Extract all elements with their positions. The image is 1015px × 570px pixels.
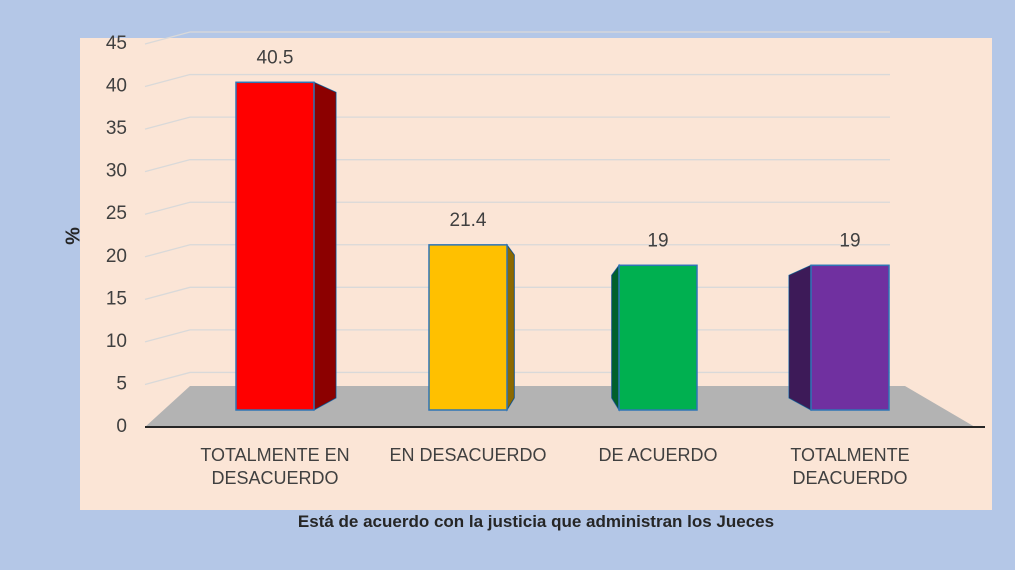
y-axis-label: % xyxy=(62,227,84,245)
y-tick-label: 20 xyxy=(106,246,127,267)
y-tick-label: 15 xyxy=(106,288,127,309)
y-tick-label: 0 xyxy=(116,416,127,437)
y-tick-label: 45 xyxy=(106,33,127,54)
value-label: 21.4 xyxy=(450,210,487,231)
y-tick-label: 25 xyxy=(106,203,127,224)
y-tick-label: 35 xyxy=(106,118,127,139)
grid-line xyxy=(144,73,890,88)
bar xyxy=(428,244,508,411)
grid-line xyxy=(144,201,890,215)
bar-side-shade xyxy=(611,265,619,410)
x-tick-label: TOTALMENTE EN DESACUERDO xyxy=(200,445,350,488)
bar-side-shade xyxy=(314,82,337,411)
value-label: 40.5 xyxy=(257,47,294,68)
y-tick-label: 5 xyxy=(116,373,127,394)
floor xyxy=(145,386,975,427)
bar-side-shade xyxy=(788,265,811,410)
bar xyxy=(235,81,315,411)
x-axis-label: Está de acuerdo con la justicia que admi… xyxy=(297,512,775,531)
value-label: 19 xyxy=(839,230,860,251)
bar-side-shade xyxy=(507,244,515,410)
bar xyxy=(810,264,890,411)
x-tick-label: EN DESACUERDO xyxy=(389,445,547,465)
grid-line xyxy=(144,244,890,258)
value-label: 19 xyxy=(647,230,668,251)
x-tick-label: TOTALMENTE DEACUERDO xyxy=(790,445,910,488)
grid-line xyxy=(144,159,890,173)
y-tick-label: 10 xyxy=(106,331,127,352)
y-tick-label: 40 xyxy=(106,76,127,97)
x-tick-label: DE ACUERDO xyxy=(598,445,718,465)
grid-line xyxy=(144,31,890,45)
grid-line xyxy=(144,116,890,130)
y-tick-label: 30 xyxy=(106,161,127,182)
bar xyxy=(618,264,698,411)
